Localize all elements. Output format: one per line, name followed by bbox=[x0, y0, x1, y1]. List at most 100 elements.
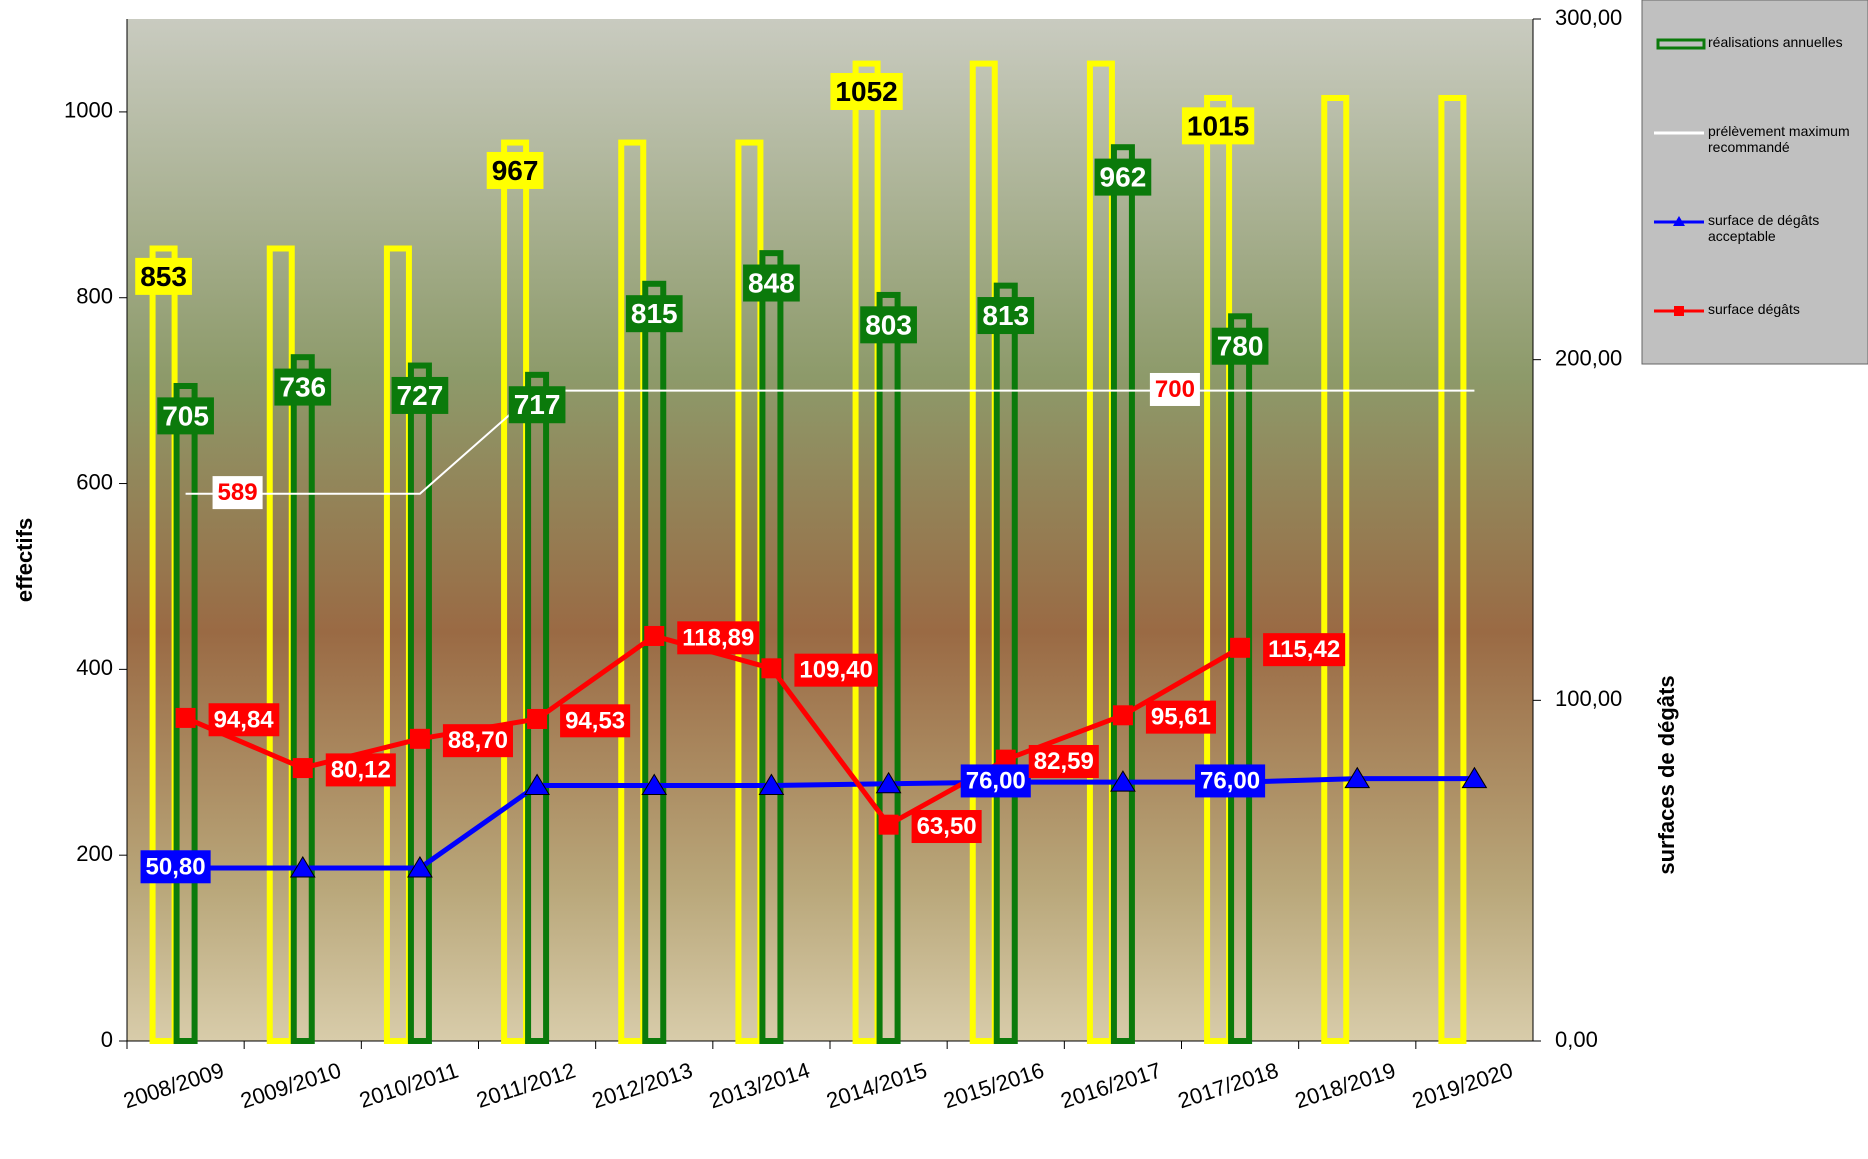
data-label-box bbox=[135, 257, 192, 295]
y2-tick-label: 200,00 bbox=[1555, 345, 1622, 370]
y2-tick-label: 100,00 bbox=[1555, 686, 1622, 711]
marker bbox=[175, 707, 196, 728]
y2-tick-label: 0,00 bbox=[1555, 1027, 1598, 1052]
marker bbox=[1110, 770, 1136, 792]
plot-background bbox=[127, 19, 1533, 1041]
data-label-box bbox=[1149, 372, 1200, 406]
legend-entry: prélèvement maximum recommandé bbox=[1708, 123, 1850, 155]
y-tick-label: 0 bbox=[101, 1027, 113, 1052]
data-label: 853 bbox=[140, 261, 187, 292]
marker bbox=[292, 758, 313, 779]
data-label-box bbox=[508, 386, 566, 424]
data-label-box bbox=[977, 297, 1035, 335]
data-label: 727 bbox=[397, 380, 444, 411]
data-label: 815 bbox=[631, 298, 678, 329]
legend-marker bbox=[1674, 306, 1684, 316]
x-tick-label: 2013/2014 bbox=[706, 1058, 813, 1114]
line-series bbox=[185, 389, 1475, 495]
data-label: 967 bbox=[492, 155, 539, 186]
data-label-box bbox=[794, 653, 878, 687]
data-label-box bbox=[157, 397, 214, 435]
data-label: 109,40 bbox=[799, 657, 872, 684]
data-label: 700 bbox=[1155, 376, 1195, 403]
x-tick-label: 2017/2018 bbox=[1175, 1058, 1282, 1114]
data-label: 82,59 bbox=[1034, 748, 1094, 775]
data-label: 118,89 bbox=[682, 624, 754, 651]
marker bbox=[524, 773, 550, 795]
data-label: 813 bbox=[982, 300, 1029, 331]
data-label-box bbox=[1211, 327, 1269, 365]
bar bbox=[1321, 94, 1350, 1045]
data-label: 803 bbox=[865, 309, 912, 340]
marker bbox=[1230, 637, 1251, 658]
data-label: 1015 bbox=[1187, 110, 1249, 141]
data-label-box bbox=[1181, 107, 1255, 145]
legend-entry: surface de dégâts acceptable bbox=[1708, 212, 1820, 244]
bar bbox=[993, 282, 1018, 1044]
data-label-box bbox=[1145, 700, 1216, 734]
legend-label: réalisations annuelles bbox=[1708, 34, 1843, 50]
bar bbox=[525, 371, 550, 1045]
data-label: 50,80 bbox=[146, 853, 206, 880]
bar bbox=[876, 291, 901, 1044]
marker bbox=[644, 625, 665, 646]
data-label: 94,53 bbox=[565, 707, 625, 734]
y-axis-label: effectifs bbox=[12, 518, 37, 602]
bar bbox=[642, 280, 667, 1045]
bar bbox=[1438, 94, 1467, 1045]
data-label: 76,00 bbox=[966, 767, 1026, 794]
data-label-box bbox=[1094, 158, 1152, 196]
x-tick-label: 2016/2017 bbox=[1058, 1058, 1165, 1114]
data-label: 962 bbox=[1100, 162, 1147, 193]
y-tick-label: 1000 bbox=[64, 98, 113, 123]
data-label-box bbox=[560, 704, 631, 738]
data-label-box bbox=[442, 724, 513, 758]
legend-label: surface de dégâts acceptable bbox=[1708, 212, 1820, 244]
data-label-box bbox=[860, 306, 917, 344]
y-tick-label: 200 bbox=[76, 841, 113, 866]
x-tick-label: 2010/2011 bbox=[356, 1058, 461, 1113]
data-label: 1052 bbox=[835, 76, 897, 107]
marker bbox=[1461, 766, 1488, 789]
bar bbox=[1110, 144, 1135, 1044]
data-label-box bbox=[1028, 744, 1099, 778]
data-label: 780 bbox=[1217, 331, 1264, 362]
legend-entry: surface dégâts bbox=[1708, 301, 1800, 317]
x-tick-label: 2015/2016 bbox=[940, 1058, 1047, 1114]
y-tick-label: 800 bbox=[76, 284, 113, 309]
marker bbox=[878, 814, 899, 835]
data-label: 717 bbox=[514, 389, 561, 420]
data-label-box bbox=[325, 753, 396, 787]
data-label-box bbox=[1263, 633, 1346, 667]
marker bbox=[289, 855, 316, 878]
marker bbox=[875, 771, 902, 794]
marker bbox=[761, 658, 782, 679]
marker bbox=[641, 773, 668, 795]
data-label-box bbox=[274, 368, 332, 406]
marker bbox=[407, 855, 433, 878]
marker bbox=[409, 728, 430, 749]
marker bbox=[527, 708, 548, 729]
bar bbox=[290, 354, 315, 1044]
data-label: 63,50 bbox=[917, 813, 977, 840]
data-label-box bbox=[212, 476, 263, 510]
data-label-box bbox=[911, 810, 982, 844]
data-label-box bbox=[391, 376, 449, 414]
data-label-box bbox=[140, 850, 211, 884]
data-label-box bbox=[677, 621, 760, 655]
legend-swatch bbox=[1656, 38, 1706, 50]
bar bbox=[407, 362, 432, 1044]
x-tick-label: 2012/2013 bbox=[589, 1058, 696, 1114]
legend-label: prélèvement maximum recommandé bbox=[1708, 123, 1850, 155]
data-label: 848 bbox=[748, 268, 795, 299]
marker bbox=[758, 773, 785, 795]
bar bbox=[759, 250, 784, 1044]
data-label: 94,84 bbox=[214, 706, 275, 733]
x-tick-label: 2008/2009 bbox=[120, 1058, 227, 1114]
y-tick-label: 400 bbox=[76, 655, 113, 680]
y2-axis-label: surfaces de dégâts bbox=[1654, 675, 1679, 874]
data-label: 115,42 bbox=[1268, 636, 1340, 663]
data-label-box bbox=[486, 151, 544, 189]
x-tick-label: 2011/2012 bbox=[473, 1058, 578, 1113]
data-label-box bbox=[625, 295, 683, 333]
